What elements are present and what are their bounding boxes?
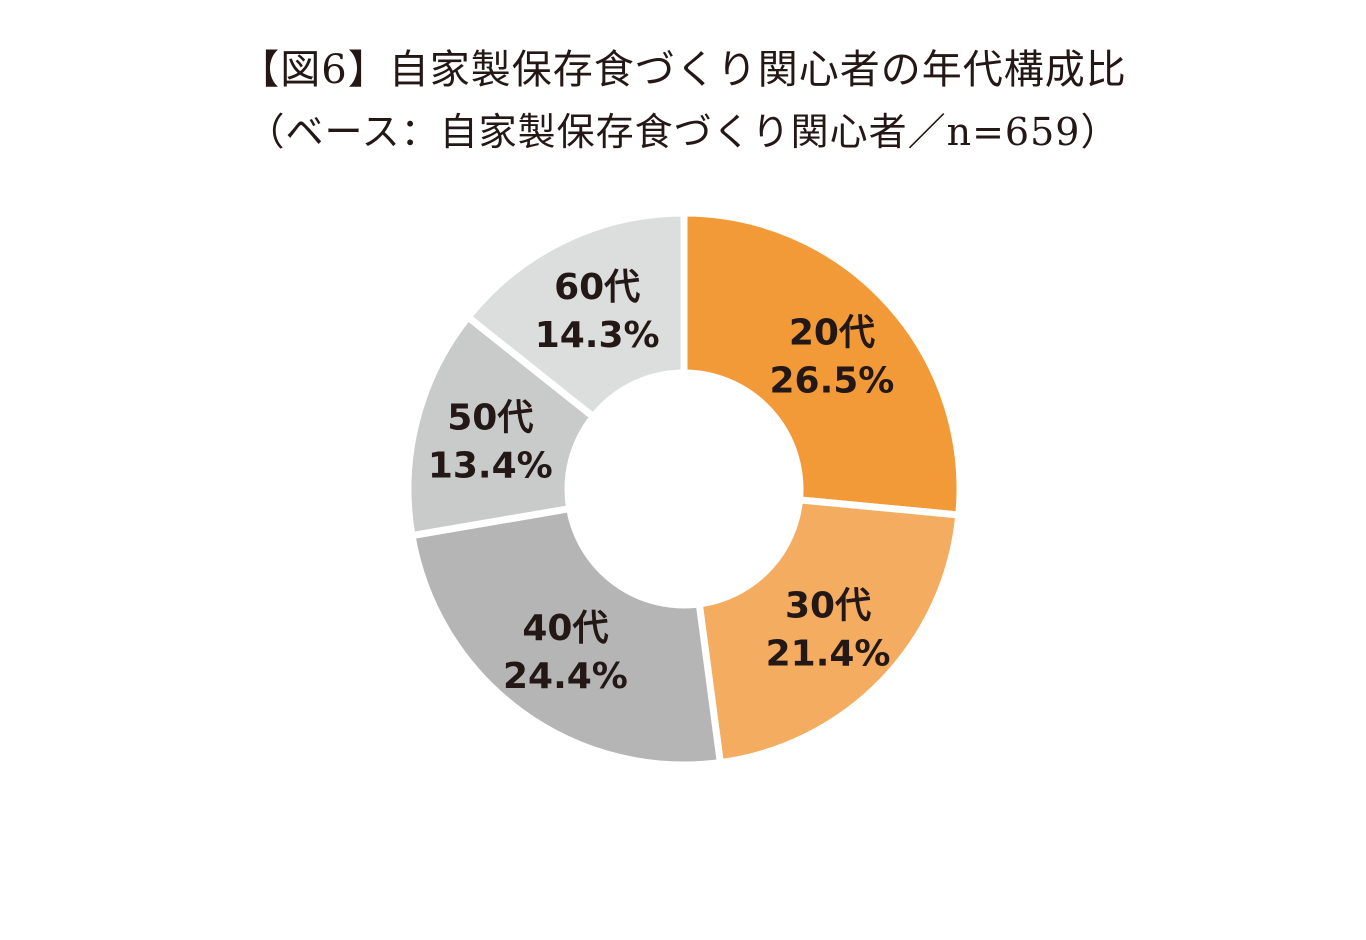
slice-value-label: 14.3% — [535, 315, 660, 356]
donut-labels: 20代 26.5% 30代 21.4% 40代 24.4% 50代 13.4% 60代 14.3% — [428, 267, 895, 697]
slice-value-label: 21.4% — [766, 634, 891, 675]
chart-subtitle: （ベース：自家製保存食づくり関心者／n=659） — [246, 110, 1120, 154]
slice-category-label: 30代 — [785, 586, 871, 627]
slice-3 — [407, 504, 725, 769]
slice-value-label: 13.4% — [428, 445, 553, 486]
slice-4 — [404, 312, 599, 540]
slice-category-label: 60代 — [554, 267, 640, 308]
slice-1 — [680, 209, 964, 519]
slice-category-label: 50代 — [447, 397, 533, 438]
donut-slices — [404, 209, 964, 769]
slice-category-label: 20代 — [789, 312, 875, 353]
chart-title: 【図6】自家製保存食づくり関心者の年代構成比 — [239, 47, 1127, 93]
chart-title-block: 【図6】自家製保存食づくり関心者の年代構成比 （ベース：自家製保存食づくり関心者… — [0, 38, 1366, 162]
slice-5 — [463, 209, 688, 422]
slice-2 — [695, 496, 963, 767]
slice-value-label: 26.5% — [769, 360, 894, 401]
slice-value-label: 24.4% — [503, 656, 628, 697]
slice-category-label: 40代 — [522, 608, 608, 649]
